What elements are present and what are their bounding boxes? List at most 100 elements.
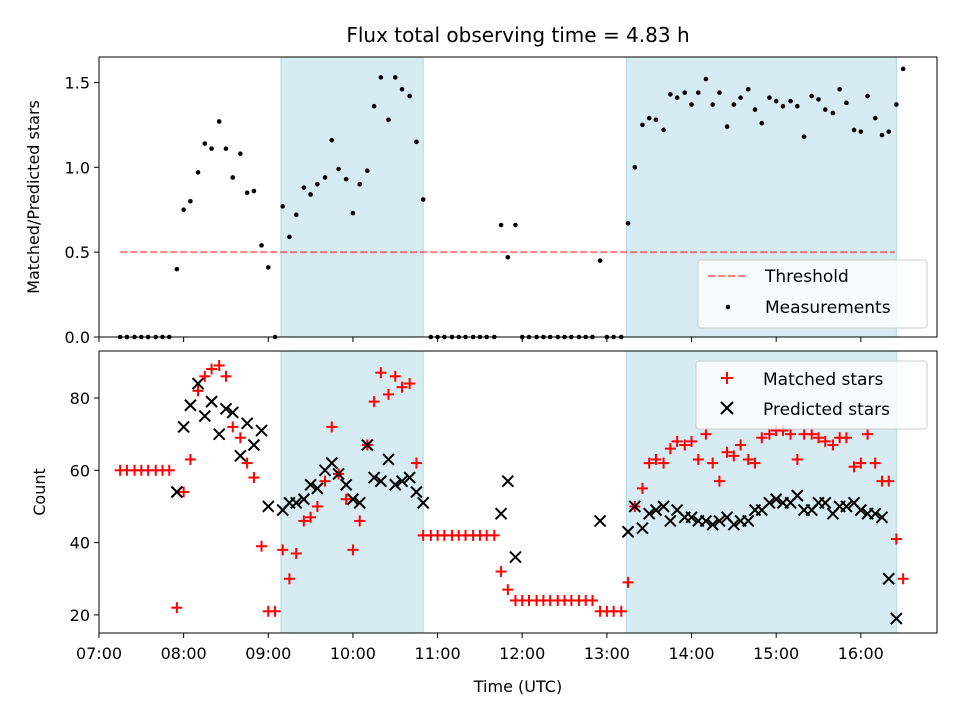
measurement-point: [830, 110, 836, 116]
measurement-point: [357, 181, 363, 187]
measurement-point: [223, 146, 229, 151]
predicted-star-point: [713, 514, 726, 528]
measurement-point: [640, 122, 645, 128]
measurement-point: [174, 266, 180, 272]
matched-star-point: [305, 511, 317, 523]
measurement-point: [188, 198, 193, 204]
measurement-point: [767, 95, 772, 101]
matched-star-point: [206, 363, 218, 375]
predicted-star-point: [763, 496, 776, 510]
predicted-star-point: [170, 485, 184, 499]
matched-star-point: [827, 439, 839, 451]
matched-star-point: [890, 533, 902, 545]
predicted-star-point: [353, 496, 366, 510]
x-tick-label: 09:00: [245, 644, 291, 663]
matched-star-point: [848, 461, 860, 473]
measurement-point: [244, 190, 250, 196]
measurement-point: [731, 102, 737, 107]
predicted-star-point: [311, 482, 324, 495]
measurement-point: [653, 117, 659, 123]
measurement-point: [407, 93, 412, 99]
measurement-point: [886, 129, 892, 134]
measurement-point: [710, 102, 715, 107]
bottom-y-tick-label: 40: [70, 534, 90, 553]
matched-star-point: [806, 428, 818, 440]
measurement-point: [745, 86, 751, 92]
predicted-star-point: [649, 503, 663, 517]
bottom-y-ticks: 20 40 60 80: [70, 389, 99, 625]
matched-star-point: [220, 370, 232, 382]
measurement-point: [265, 265, 271, 270]
measurement-point: [308, 192, 313, 197]
matched-star-point: [728, 450, 740, 462]
predicted-star-point: [494, 507, 508, 520]
matched-star-point: [396, 381, 408, 393]
matched-star-point: [586, 594, 598, 606]
predicted-stars-points: [170, 377, 903, 625]
x-tick-label: 16:00: [838, 644, 884, 663]
matched-star-point: [382, 388, 394, 400]
matched-star-point: [178, 486, 190, 498]
matched-star-point: [636, 482, 648, 494]
matched-star-point: [756, 432, 768, 444]
measurement-point: [336, 166, 341, 172]
predicted-star-point: [382, 453, 395, 466]
predicted-star-point: [332, 467, 345, 481]
measurement-point: [822, 107, 828, 112]
top-legend-box: [697, 259, 928, 329]
measurement-point: [689, 102, 694, 107]
shaded-interval-1: [280, 56, 424, 338]
measurement-point: [752, 107, 758, 112]
matched-star-point: [700, 428, 712, 440]
predicted-star-point: [212, 427, 226, 441]
matched-star-point: [819, 435, 831, 447]
matched-star-point: [199, 370, 211, 382]
legend-predicted-swatch: [720, 401, 734, 415]
matched-star-point: [622, 576, 634, 588]
predicted-star-point: [501, 474, 515, 488]
measurement-point: [350, 210, 356, 216]
x-tick-label: 07:00: [76, 644, 122, 663]
matched-star-point: [488, 529, 500, 541]
measurement-point: [695, 90, 701, 95]
predicted-star-point: [325, 456, 338, 470]
matched-star-point: [686, 435, 698, 447]
matched-star-point: [615, 605, 627, 617]
predicted-star-point: [304, 478, 317, 491]
matched-star-point: [410, 457, 422, 469]
matched-star-point: [227, 421, 239, 433]
matched-stars-points: [114, 359, 909, 617]
matched-star-point: [897, 573, 909, 585]
measurement-point: [238, 151, 243, 157]
predicted-star-point: [890, 612, 903, 625]
top-axes-frame: [98, 56, 938, 338]
measurement-point: [259, 243, 264, 248]
matched-star-point: [171, 602, 183, 614]
measurement-point: [343, 176, 349, 182]
matched-star-point: [763, 428, 775, 440]
matched-star-point: [650, 453, 662, 465]
top-y-tick-label: 0.0: [65, 328, 90, 347]
matched-star-point: [671, 435, 683, 447]
top-y-ticks: 0.0 0.5 1.0 1.5: [65, 73, 99, 347]
matched-star-point: [290, 547, 302, 559]
predicted-star-point: [389, 478, 402, 491]
matched-star-point: [326, 421, 338, 433]
x-tick-label: 15:00: [753, 644, 799, 663]
x-axis-label: Time (UTC): [473, 677, 562, 696]
x-tick-label: 14:00: [668, 644, 714, 663]
bottom-y-tick-label: 80: [70, 389, 90, 408]
measurement-point: [661, 127, 666, 133]
predicted-star-point: [290, 496, 303, 510]
measurement-point: [365, 168, 370, 173]
matched-star-point: [713, 475, 725, 487]
top-y-tick-label: 0.5: [65, 243, 90, 262]
x-tick-label: 10:00: [330, 644, 376, 663]
matched-star-point: [241, 457, 253, 469]
predicted-star-point: [621, 525, 635, 538]
predicted-star-point: [628, 500, 642, 513]
measurement-point: [230, 175, 236, 180]
matched-star-point: [269, 605, 281, 617]
matched-star-point: [311, 500, 323, 512]
